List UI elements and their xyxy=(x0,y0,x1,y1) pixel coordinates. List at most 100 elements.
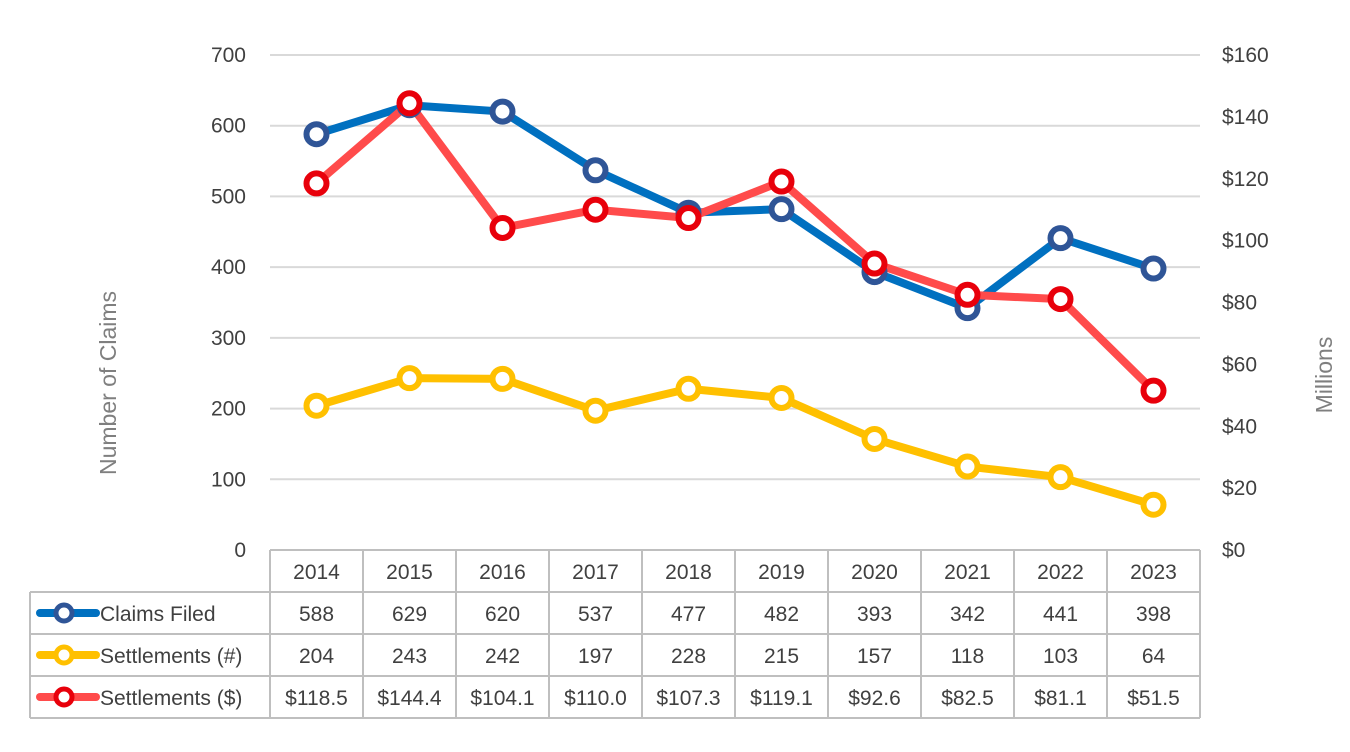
table-cell: $107.3 xyxy=(656,687,720,710)
table-cell: 204 xyxy=(299,645,334,668)
data-point xyxy=(954,281,981,308)
data-point xyxy=(1047,225,1074,252)
table-cell: $51.5 xyxy=(1127,687,1180,710)
legend-label: Settlements ($) xyxy=(100,687,242,710)
data-point xyxy=(582,157,609,184)
table-cell: 393 xyxy=(857,603,892,626)
category-label: 2017 xyxy=(572,561,619,584)
category-label: 2022 xyxy=(1037,561,1084,584)
category-label: 2023 xyxy=(1130,561,1177,584)
left-tick-label: 100 xyxy=(211,468,246,491)
data-point xyxy=(675,205,702,232)
table-cell: 242 xyxy=(485,645,520,668)
table-cell: 537 xyxy=(578,603,613,626)
data-point xyxy=(489,365,516,392)
table-cell: 342 xyxy=(950,603,985,626)
right-tick-label: $140 xyxy=(1222,106,1269,129)
table-cell: $119.1 xyxy=(750,687,813,710)
table-cell: $92.6 xyxy=(848,687,901,710)
right-tick-label: $160 xyxy=(1222,44,1269,67)
right-tick-label: $0 xyxy=(1222,539,1245,562)
table-cell: $118.5 xyxy=(285,687,348,710)
data-point xyxy=(489,98,516,125)
table-cell: 64 xyxy=(1142,645,1166,668)
data-point xyxy=(489,214,516,241)
table-cell: 215 xyxy=(764,645,799,668)
table-cell: $104.1 xyxy=(470,687,534,710)
left-tick-label: 200 xyxy=(211,398,246,421)
data-point xyxy=(1140,377,1167,404)
left-tick-label: 700 xyxy=(211,44,246,67)
table-cell: 243 xyxy=(392,645,427,668)
category-label: 2015 xyxy=(386,561,433,584)
right-tick-label: $60 xyxy=(1222,353,1257,376)
data-point xyxy=(1140,255,1167,282)
right-tick-label: $40 xyxy=(1222,415,1257,438)
data-point xyxy=(675,375,702,402)
legend-label: Claims Filed xyxy=(100,603,216,626)
table-cell: 103 xyxy=(1043,645,1078,668)
data-point xyxy=(303,170,330,197)
series-line xyxy=(312,99,1158,395)
legend-label: Settlements (#) xyxy=(100,645,242,668)
table-cell: 477 xyxy=(671,603,706,626)
table-cell: 588 xyxy=(299,603,334,626)
right-tick-label: $120 xyxy=(1222,168,1269,191)
table-cell: 441 xyxy=(1043,603,1078,626)
table-cell: 482 xyxy=(764,603,799,626)
gridlines xyxy=(270,54,1200,481)
table-cell: $82.5 xyxy=(941,687,994,710)
table-cell: 157 xyxy=(857,645,892,668)
legend-marker xyxy=(53,644,75,666)
data-point xyxy=(768,196,795,223)
data-table: 2014 2015 2016 2017 2018 2019 2020 2021 2022 2023… xyxy=(29,549,1201,719)
left-tick-label: 400 xyxy=(211,256,246,279)
series-markers xyxy=(303,90,1167,518)
table-cell: 228 xyxy=(671,645,706,668)
table-cell: $81.1 xyxy=(1034,687,1087,710)
series-line xyxy=(312,374,1158,509)
data-point xyxy=(303,121,330,148)
series-lines xyxy=(312,99,1158,509)
data-point xyxy=(396,90,423,117)
data-point xyxy=(861,250,888,277)
right-axis-ticks: $0 $20 $40 $60 $80 $100 $120 $140 $160 xyxy=(1222,44,1269,562)
table-cell: $110.0 xyxy=(564,687,627,710)
category-label: 2019 xyxy=(758,561,805,584)
category-label: 2021 xyxy=(944,561,991,584)
table-cell: 197 xyxy=(578,645,613,668)
category-label: 2016 xyxy=(479,561,526,584)
right-tick-label: $100 xyxy=(1222,230,1269,253)
category-label: 2018 xyxy=(665,561,712,584)
data-point xyxy=(954,453,981,480)
table-cell: $144.4 xyxy=(377,687,442,710)
right-tick-label: $20 xyxy=(1222,477,1257,500)
left-tick-label: 0 xyxy=(234,539,246,562)
left-axis-ticks: 0 100 200 300 400 500 600 700 xyxy=(211,44,246,562)
series-line xyxy=(312,101,1158,313)
data-point xyxy=(861,425,888,452)
data-point xyxy=(768,384,795,411)
right-axis-title: Millions xyxy=(1311,337,1337,414)
legend-marker xyxy=(53,686,75,708)
data-point xyxy=(303,392,330,419)
data-point xyxy=(768,168,795,195)
category-label: 2020 xyxy=(851,561,898,584)
table-cell: 629 xyxy=(392,603,427,626)
data-point xyxy=(1047,286,1074,313)
table-cell: 118 xyxy=(951,645,984,668)
legend-marker xyxy=(53,602,75,624)
left-axis-title: Number of Claims xyxy=(95,291,121,475)
data-point xyxy=(582,397,609,424)
data-point xyxy=(1140,491,1167,518)
left-tick-label: 300 xyxy=(211,327,246,350)
left-tick-label: 500 xyxy=(211,185,246,208)
table-cell: 398 xyxy=(1136,603,1171,626)
data-point xyxy=(396,365,423,392)
data-point xyxy=(1047,464,1074,491)
data-point xyxy=(582,196,609,223)
category-label: 2014 xyxy=(293,561,340,584)
table-cell: 620 xyxy=(485,603,520,626)
left-tick-label: 600 xyxy=(211,115,246,138)
